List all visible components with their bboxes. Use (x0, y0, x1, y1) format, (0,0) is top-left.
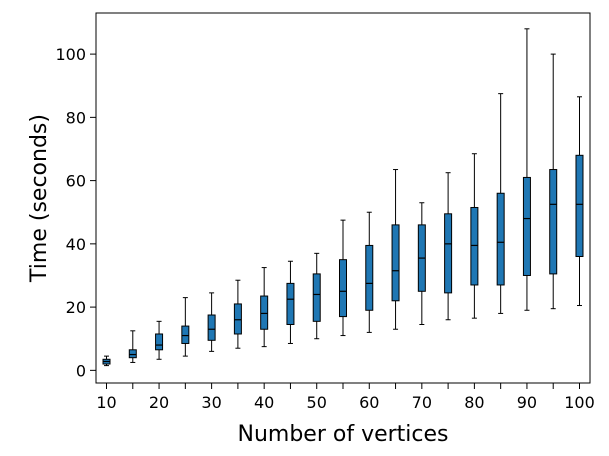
box-body (233, 303, 242, 335)
y-tick-label-100: 100 (55, 45, 86, 64)
box-40 (260, 267, 269, 348)
box-65 (391, 169, 400, 330)
box-15 (128, 330, 137, 363)
box-75 (444, 172, 453, 321)
box-90 (522, 28, 531, 311)
x-tick-label-30: 30 (201, 393, 221, 412)
x-tick-label-50: 50 (307, 393, 327, 412)
box-10 (102, 355, 111, 367)
box-body (496, 192, 505, 286)
box-45 (286, 260, 295, 344)
box-body (260, 295, 269, 330)
box-body (286, 282, 295, 325)
box-20 (155, 320, 164, 360)
box-body (181, 325, 190, 344)
box-body (522, 176, 531, 276)
y-tick-label-20: 20 (66, 298, 86, 317)
x-tick-label-20: 20 (149, 393, 169, 412)
box-body (128, 349, 137, 359)
x-tick-label-70: 70 (412, 393, 432, 412)
x-axis-ticks: 10 20 30 40 50 60 70 80 90 100 (96, 383, 595, 412)
box-body (444, 213, 453, 294)
box-body (549, 169, 558, 275)
x-tick-label-40: 40 (254, 393, 274, 412)
box-25 (181, 297, 190, 357)
box-body (207, 314, 216, 341)
box-95 (549, 53, 558, 310)
x-tick-label-80: 80 (464, 393, 484, 412)
y-tick-label-0: 0 (76, 361, 86, 380)
x-tick-label-10: 10 (96, 393, 116, 412)
x-tick-label-100: 100 (564, 393, 595, 412)
y-axis-ticks: 0 20 40 60 80 100 (55, 45, 96, 380)
y-tick-label-60: 60 (66, 172, 86, 191)
box-body (365, 244, 374, 311)
x-axis-label: Number of vertices (238, 422, 449, 447)
box-100 (575, 96, 584, 307)
box-35 (233, 279, 242, 349)
box-80 (470, 153, 479, 319)
box-85 (496, 93, 505, 314)
box-body (470, 206, 479, 286)
box-70 (417, 202, 426, 325)
boxes (102, 28, 584, 367)
y-axis-label: Time (seconds) (27, 114, 52, 283)
y-tick-label-80: 80 (66, 108, 86, 127)
y-tick-label-40: 40 (66, 235, 86, 254)
box-body (155, 333, 164, 351)
box-30 (207, 292, 216, 352)
box-55 (339, 219, 347, 337)
x-tick-label-90: 90 (517, 393, 537, 412)
x-tick-label-60: 60 (359, 393, 379, 412)
box-body (575, 154, 584, 258)
box-body (339, 259, 347, 318)
box-body (312, 273, 321, 322)
box-body (391, 224, 400, 302)
box-60 (365, 211, 374, 333)
box-50 (312, 252, 321, 340)
